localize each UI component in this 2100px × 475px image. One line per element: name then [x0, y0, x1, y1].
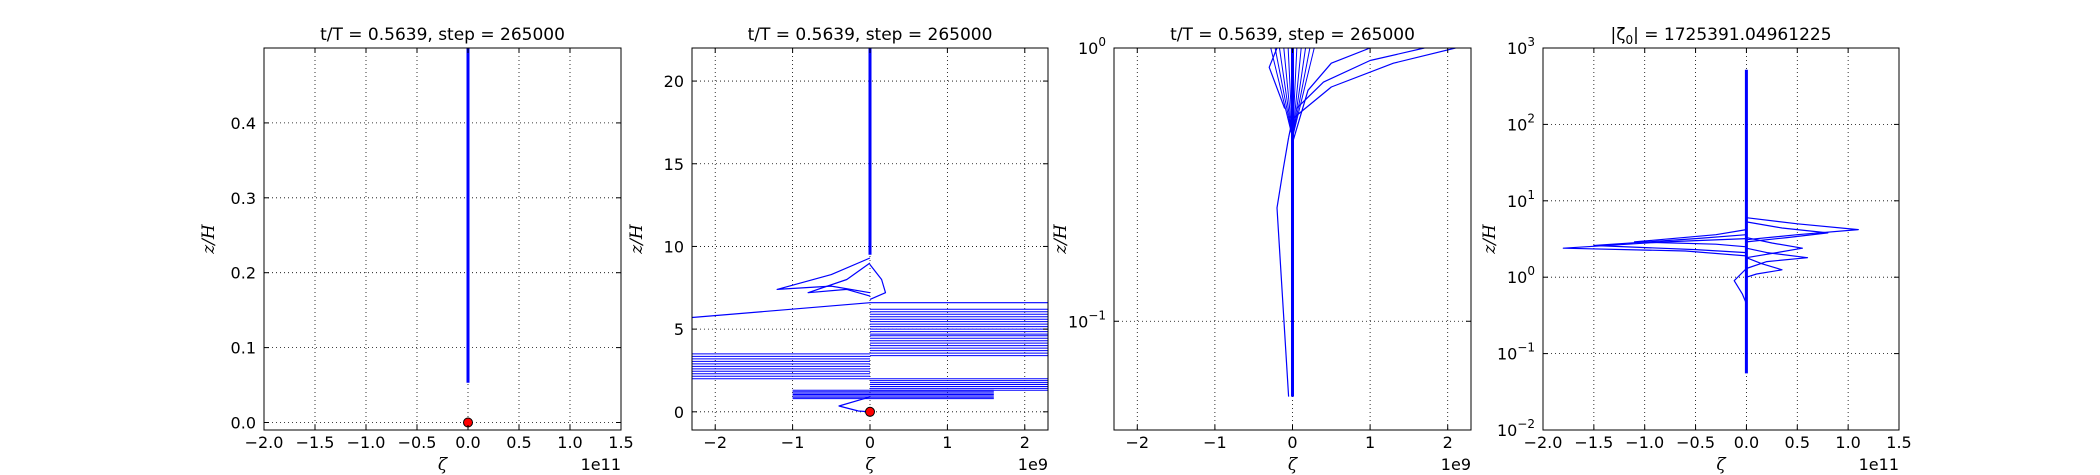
x-offset-text: 1e11: [1859, 455, 1899, 474]
x-tick-label: −1.0: [347, 433, 386, 452]
profile-line: [1562, 238, 1747, 257]
profile-fan-line: [1278, 48, 1293, 138]
axes-frame: [263, 47, 622, 431]
profile-line: [838, 396, 871, 413]
profile-line: [1295, 48, 1425, 110]
x-tick-label: −1: [1203, 433, 1227, 452]
profile-line: [1268, 48, 1286, 109]
surface-marker: [865, 406, 875, 417]
x-tick-label: 0.5: [506, 433, 531, 452]
x-tick-label: 1.0: [1835, 433, 1860, 452]
subplot-1: −2.0 −1.5 −1.0 −0.5 0.0 0.5 1.0 1.5 0.0 0.1 0.2 0.3…: [199, 25, 634, 475]
profile-line: [1733, 268, 1747, 304]
y-axis-label: z/H: [199, 223, 219, 255]
profile-line: [1746, 237, 1804, 259]
x-tick-label: 2: [1020, 433, 1030, 452]
subplot-4: −2.0 −1.5 −1.0 −0.5 0.0 0.5 1.0 1.5 10−2 10−1 100 1…: [1480, 25, 1912, 475]
x-offset-text: 1e9: [1441, 455, 1471, 474]
y-tick-label: 101: [1507, 188, 1535, 211]
x-offset-text: 1e11: [581, 455, 621, 474]
y-tick-label: 20: [664, 72, 684, 91]
y-tick-label: 100: [1507, 264, 1535, 287]
x-tick-label: 1.0: [557, 433, 582, 452]
x-tick-label: 0: [1287, 433, 1297, 452]
profile-fan-line: [1270, 48, 1293, 138]
y-tick-label: 15: [664, 155, 684, 174]
x-tick-label: 1: [1365, 433, 1375, 452]
profile-line: [807, 262, 871, 297]
data-layer: [1562, 69, 1859, 374]
y-tick-label: 0.4: [231, 114, 256, 133]
y-tick-label: 5: [674, 320, 684, 339]
profile-line: [1633, 229, 1747, 248]
x-tick-label: 0.0: [455, 433, 480, 452]
x-tick-label: 1.5: [1886, 433, 1911, 452]
x-tick-label: 0: [865, 433, 875, 452]
x-tick-label: −1: [781, 433, 805, 452]
x-offset-text: 1e9: [1018, 455, 1048, 474]
x-tick-label: −2: [703, 433, 727, 452]
data-layer: [1268, 48, 1456, 397]
y-tick-label: 0.3: [231, 189, 256, 208]
y-tick-label: 102: [1507, 111, 1535, 134]
y-axis-label: z/H: [1051, 223, 1071, 255]
profile-line: [1291, 48, 1371, 143]
subplot-title: t/T = 0.5639, step = 265000: [1170, 25, 1415, 45]
x-axis-label: ζ: [438, 455, 449, 475]
profile-line: [869, 264, 887, 300]
x-axis-label: ζ: [1716, 455, 1727, 475]
x-tick-label: −2.0: [245, 433, 284, 452]
x-tick-label: −1.5: [1574, 433, 1613, 452]
x-tick-label: −2.0: [1524, 433, 1563, 452]
subplot-title: |ζ0| = 1725391.04961225: [1610, 25, 1831, 47]
x-axis-label: ζ: [1288, 455, 1299, 475]
y-axis-label: z/H: [627, 223, 647, 255]
y-tick-label: 100: [1078, 35, 1106, 58]
x-axis-label: ζ: [865, 455, 876, 475]
y-tick-label: 10: [664, 237, 684, 256]
y-tick-label: 0: [674, 403, 684, 422]
x-tick-label: 1: [942, 433, 952, 452]
profile-fan-line: [1292, 48, 1307, 138]
x-tick-label: 0.5: [1785, 433, 1810, 452]
axes-frame: [1542, 47, 1900, 431]
subplot-title: t/T = 0.5639, step = 265000: [320, 25, 565, 45]
subplot-title: t/T = 0.5639, step = 265000: [748, 25, 993, 45]
x-tick-label: −1.0: [1625, 433, 1664, 452]
profile-fan-line: [1292, 48, 1315, 138]
data-layer: [692, 48, 1048, 413]
x-tick-label: 0.0: [1734, 433, 1759, 452]
x-tick-label: 1.5: [608, 433, 633, 452]
y-tick-label: 0.2: [231, 264, 256, 283]
profile-line: [1746, 217, 1859, 241]
profile-line: [1288, 48, 1456, 138]
profile-line: [1276, 137, 1290, 397]
y-tick-label: 0.0: [231, 414, 256, 433]
x-tick-label: −0.5: [398, 433, 437, 452]
y-tick-label: 103: [1507, 35, 1535, 58]
y-tick-label: 10−1: [1068, 308, 1106, 331]
profile-line: [692, 302, 1048, 319]
profile-line: [776, 257, 871, 294]
y-axis-label: z/H: [1480, 223, 1500, 255]
profile-fan-line: [1274, 48, 1293, 138]
x-tick-label: 2: [1443, 433, 1453, 452]
profile-line: [1746, 221, 1829, 243]
profile-line: [1746, 257, 1783, 278]
profile-fan-line: [1292, 48, 1311, 138]
profile-line: [1593, 234, 1747, 254]
y-tick-label: 10−1: [1497, 341, 1535, 364]
x-tick-label: −2: [1125, 433, 1149, 452]
profile-line: [1746, 247, 1809, 270]
y-tick-label: 0.1: [231, 339, 256, 358]
subplot-3: −2 −1 0 1 2 10−1 100 t/T = 0.5639, step = 26500…: [1051, 25, 1472, 475]
x-tick-label: −1.5: [296, 433, 335, 452]
y-tick-label: 10−2: [1497, 417, 1535, 440]
x-tick-label: −0.5: [1676, 433, 1715, 452]
